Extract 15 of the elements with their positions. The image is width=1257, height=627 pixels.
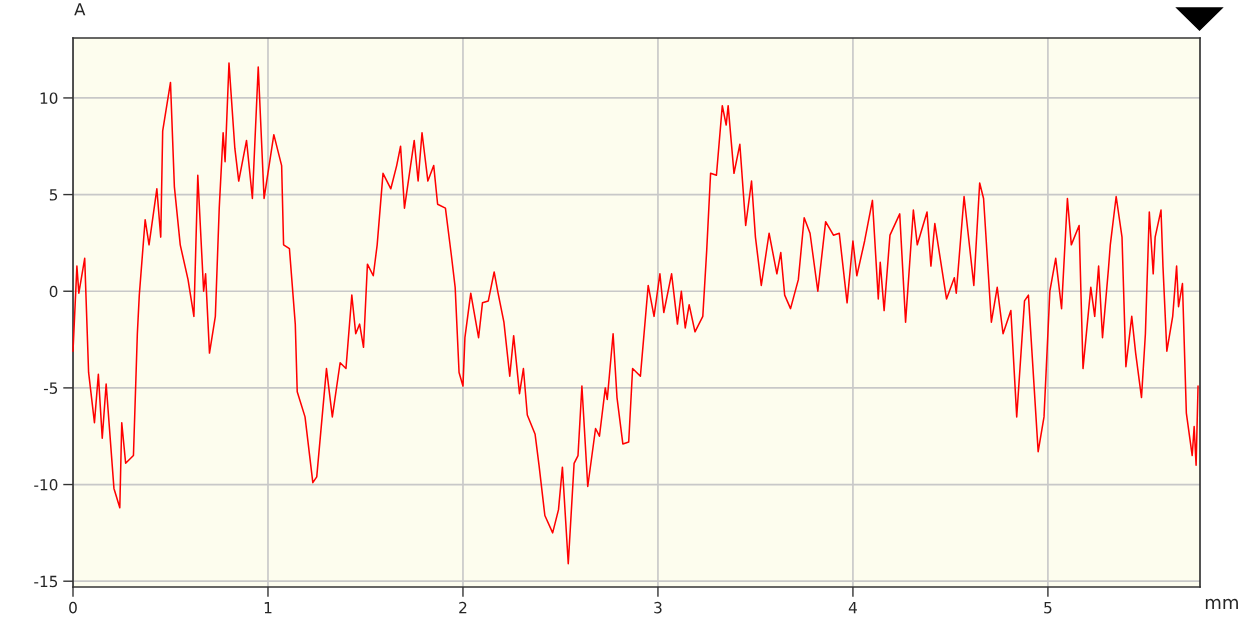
y-tick-label: 0	[49, 285, 58, 298]
y-tick-label: -15	[34, 575, 58, 588]
x-tick-label: 4	[848, 602, 857, 614]
y-axis-title: A	[74, 3, 86, 16]
y-tick-label: -10	[34, 479, 58, 491]
x-tick-label: 1	[264, 602, 272, 614]
x-tick-label: 5	[1044, 602, 1052, 614]
line-series	[72, 62, 1199, 565]
x-tick-label: 2	[459, 601, 467, 614]
y-tick-label: -5	[43, 382, 58, 394]
x-axis-title: mm	[1205, 598, 1238, 609]
x-tick-label: 3	[654, 601, 662, 614]
x-tick-label: 0	[69, 601, 77, 614]
y-tick-label: 5	[49, 189, 58, 201]
y-tick-label: 10	[40, 92, 58, 104]
